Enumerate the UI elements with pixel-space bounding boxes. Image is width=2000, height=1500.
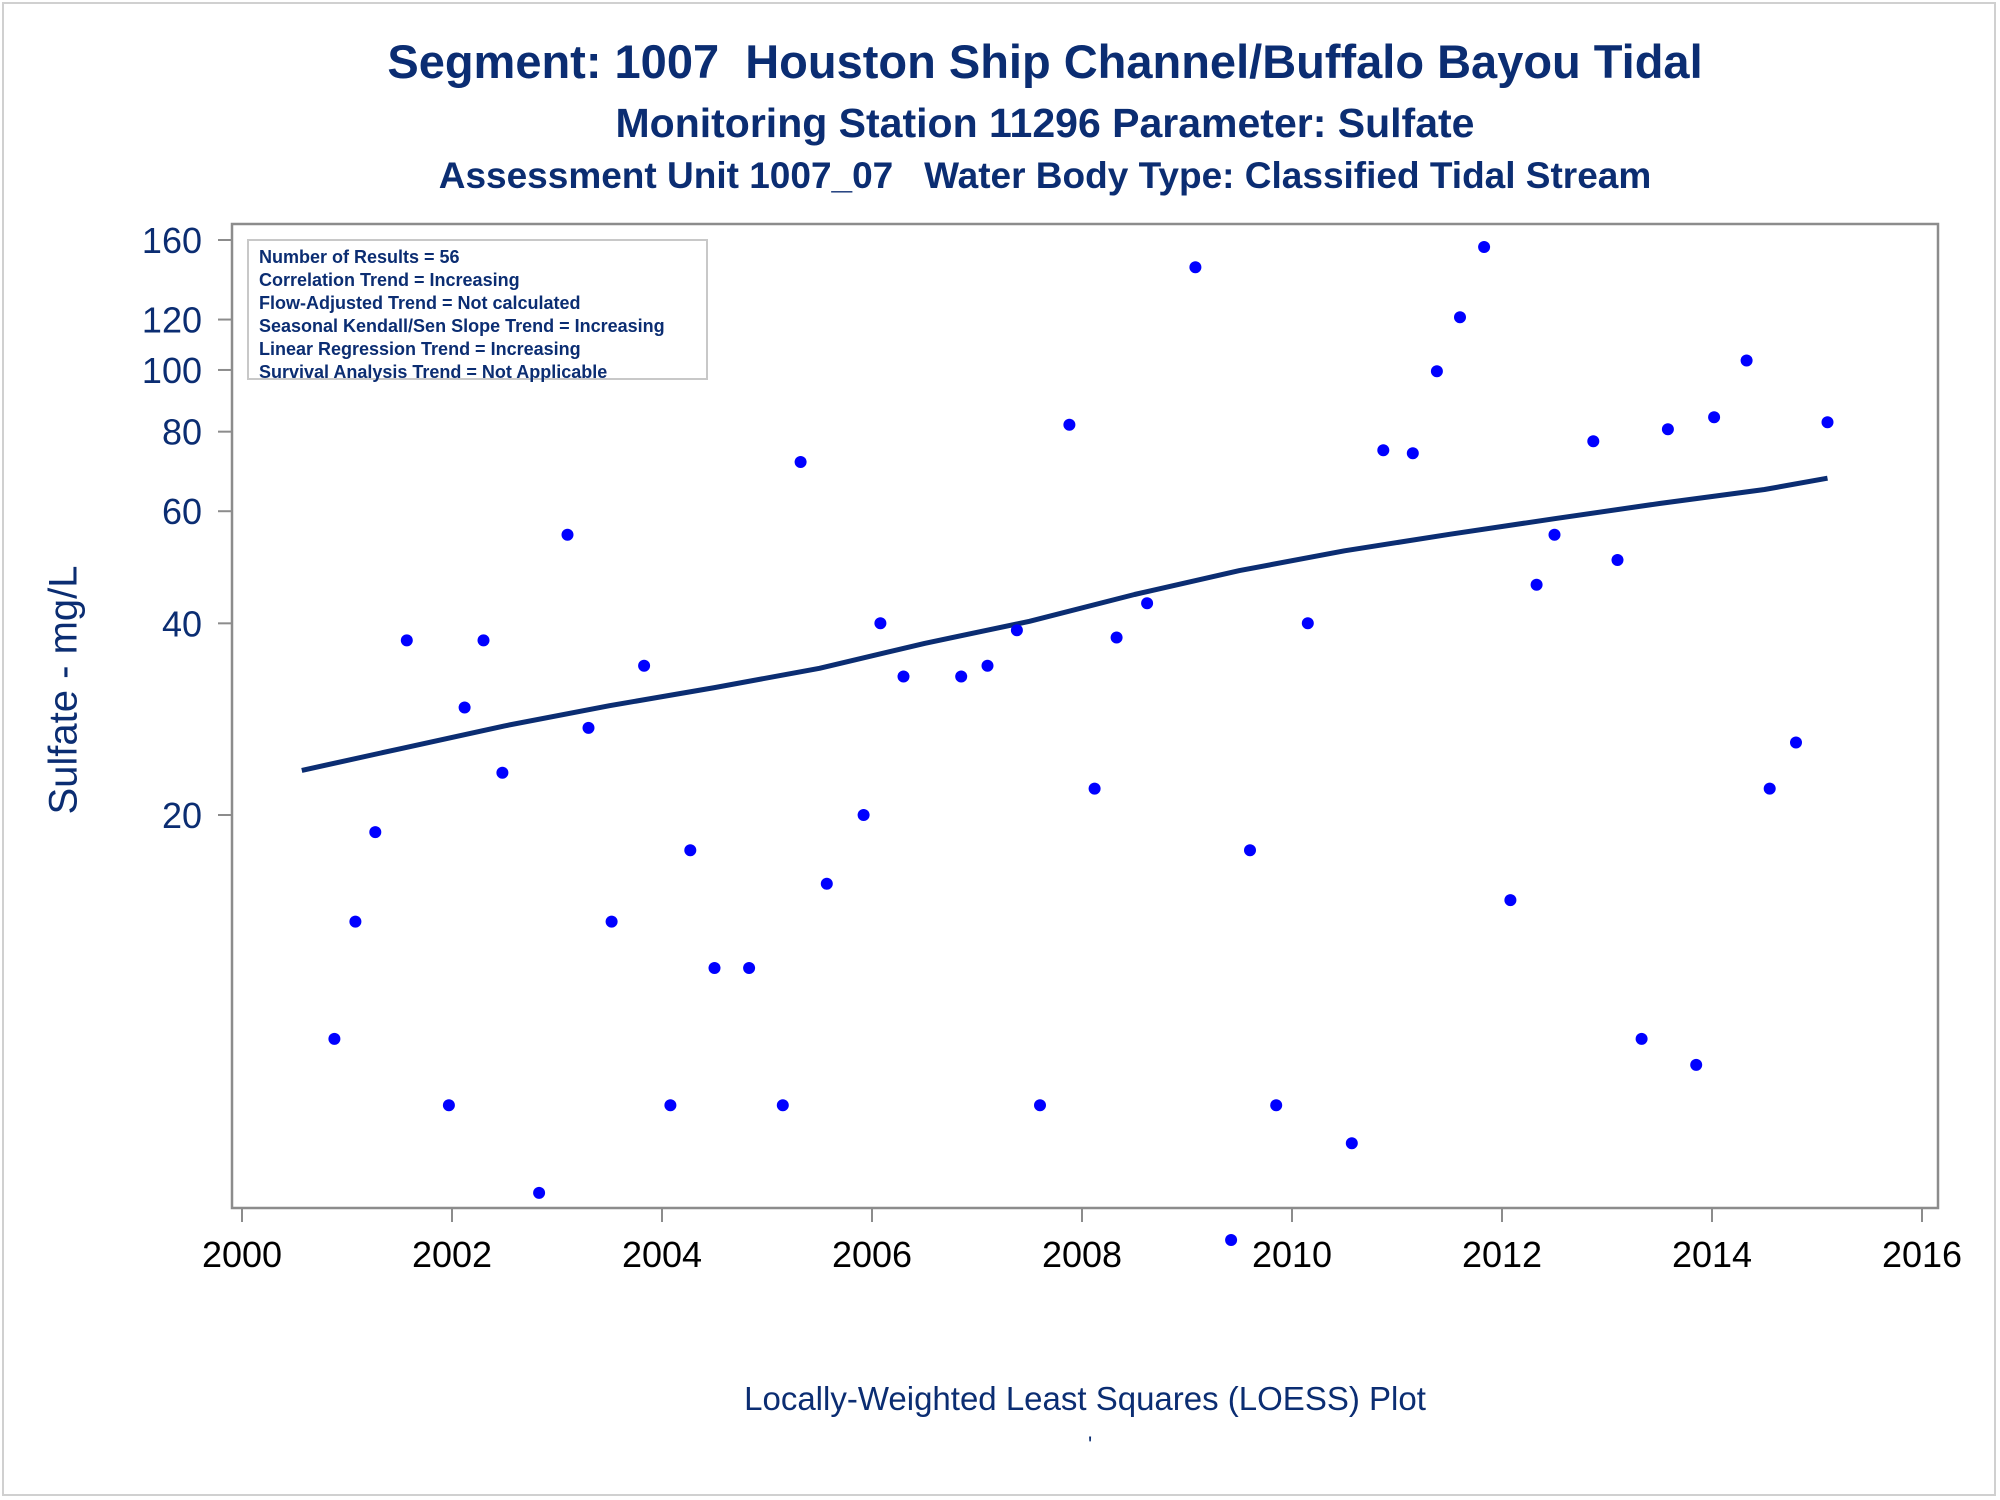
y-tick-label: 20 [162, 795, 202, 836]
x-tick-label: 2016 [1882, 1234, 1962, 1275]
data-point [400, 634, 413, 647]
data-point [1504, 894, 1517, 907]
data-point [874, 617, 887, 630]
data-point [664, 1099, 677, 1112]
plot-area-frame [230, 222, 1940, 1210]
data-point [369, 826, 382, 839]
data-point [1244, 844, 1256, 857]
data-point [1661, 423, 1674, 436]
data-point [349, 915, 362, 928]
data-point [477, 634, 490, 647]
data-point [1587, 435, 1600, 448]
y-tick-label: 80 [162, 412, 202, 453]
data-point [1141, 597, 1154, 610]
data-point [1548, 528, 1561, 541]
data-point [1189, 261, 1202, 274]
y-tick-label: 60 [162, 491, 202, 532]
data-point [794, 456, 807, 468]
data-point [1225, 1234, 1238, 1246]
data-point [820, 877, 833, 890]
data-point [328, 1032, 341, 1045]
y-tick-label: 120 [142, 300, 202, 341]
data-point [708, 962, 721, 974]
data-point [1430, 365, 1443, 378]
data-point [1740, 354, 1753, 367]
data-point [981, 659, 994, 672]
data-point [1478, 241, 1491, 253]
data-point [897, 670, 910, 683]
x-tick-label: 2008 [1042, 1234, 1122, 1275]
data-point [561, 528, 574, 541]
data-point [776, 1099, 789, 1112]
data-point [533, 1186, 546, 1199]
x-tick-label: 2014 [1672, 1234, 1752, 1275]
plot-caption: Locally-Weighted Least Squares (LOESS) P… [744, 1380, 1426, 1417]
data-point [1763, 782, 1776, 795]
y-tick-label: 160 [142, 220, 202, 261]
data-point [955, 670, 968, 683]
trend-statistics-box: Number of Results = 56 Correlation Trend … [247, 239, 708, 382]
data-point [605, 915, 618, 928]
data-point [1635, 1032, 1648, 1045]
x-tick-label: 2000 [202, 1234, 282, 1275]
stats-line: Seasonal Kendall/Sen Slope Trend = Incre… [259, 316, 665, 336]
data-point [1690, 1058, 1703, 1071]
data-point [1530, 578, 1543, 591]
data-point [1821, 416, 1834, 429]
y-tick-label: 100 [142, 350, 202, 391]
chart-subtitle: Monitoring Station 11296 Parameter: Sulf… [615, 100, 1475, 146]
data-point [1010, 624, 1023, 637]
x-tick-label: 2012 [1462, 1234, 1542, 1275]
data-point [1377, 444, 1390, 457]
data-point [1063, 418, 1076, 431]
x-tick-label: 2010 [1252, 1234, 1332, 1275]
data-point [638, 659, 651, 672]
data-point [1345, 1137, 1358, 1150]
loess-trend-line [301, 475, 1828, 773]
stats-line: Survival Analysis Trend = Not Applicable [259, 362, 608, 382]
data-point [1454, 311, 1466, 324]
data-point [684, 844, 697, 857]
stats-line: Correlation Trend = Increasing [259, 270, 520, 290]
stats-line: Linear Regression Trend = Increasing [259, 339, 581, 359]
chart-subtitle-secondary: Assessment Unit 1007_07 Water Body Type:… [438, 155, 1652, 196]
stats-line: Flow-Adjusted Trend = Not calculated [259, 293, 581, 313]
data-point [496, 766, 509, 779]
x-tick-label: 2002 [412, 1234, 492, 1275]
footnote-mark: ' [1088, 1432, 1093, 1457]
data-point [857, 809, 870, 821]
data-point [1088, 782, 1101, 795]
data-point [458, 701, 471, 714]
x-tick-label: 2004 [622, 1234, 702, 1275]
data-point [1611, 554, 1624, 566]
data-point [1708, 411, 1721, 424]
data-point [582, 721, 595, 734]
data-point [743, 962, 756, 974]
data-point [1110, 631, 1123, 644]
chart-title: Segment: 1007 Houston Ship Channel/Buffa… [387, 35, 1703, 88]
data-point [1270, 1099, 1283, 1112]
data-point [1034, 1099, 1046, 1112]
data-point [1790, 736, 1802, 749]
y-tick-label: 40 [162, 603, 202, 644]
stats-line: Number of Results = 56 [259, 247, 460, 267]
data-point [1301, 617, 1314, 630]
data-point [1406, 447, 1419, 460]
x-tick-label: 2006 [832, 1234, 912, 1275]
data-point [442, 1099, 455, 1112]
